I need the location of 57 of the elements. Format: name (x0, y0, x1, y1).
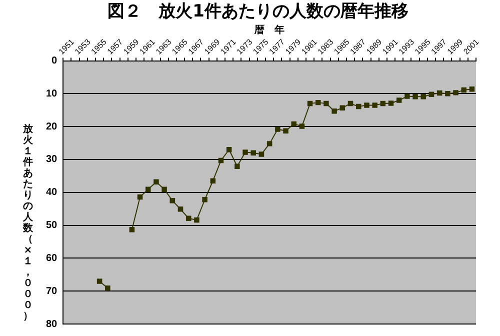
point (404, 94, 410, 99)
point (186, 216, 192, 221)
point (453, 90, 458, 96)
point (291, 121, 296, 127)
y-tick-label: 70 (46, 286, 58, 297)
chart-title: 図２ 放火1件あたりの人数の暦年推移 (108, 2, 408, 22)
point (380, 100, 386, 106)
point (396, 98, 402, 103)
point (242, 150, 248, 155)
point (266, 141, 272, 146)
point (372, 102, 378, 108)
point (469, 86, 475, 92)
y-tick-label: 40 (46, 187, 58, 198)
point (356, 104, 362, 110)
point (250, 150, 256, 156)
point (364, 102, 370, 108)
y-tick-label: 0 (52, 56, 58, 67)
y-tick-label: 80 (46, 318, 58, 330)
point (420, 94, 426, 100)
y-tick-label: 60 (46, 252, 58, 264)
point (428, 92, 434, 97)
point (105, 286, 110, 291)
point (388, 100, 394, 106)
x-axis-title: 暦 年 (254, 24, 285, 36)
y-tick-label: 30 (46, 154, 58, 166)
point (170, 198, 176, 204)
point (275, 126, 280, 132)
point (137, 194, 143, 200)
point (194, 217, 200, 223)
point (461, 87, 466, 93)
point (324, 100, 329, 106)
point (178, 206, 184, 212)
point (234, 164, 240, 170)
point (340, 105, 346, 110)
point (332, 108, 337, 114)
point (154, 179, 159, 184)
point (316, 100, 321, 106)
point (258, 152, 264, 157)
y-tick-label: 10 (46, 88, 58, 100)
point (146, 186, 151, 192)
point (412, 94, 418, 100)
point (202, 197, 208, 202)
point (210, 178, 216, 184)
point (96, 278, 102, 284)
y-tick-label: 20 (46, 121, 58, 132)
point (307, 100, 313, 106)
point (218, 158, 224, 164)
point (299, 124, 305, 129)
point (226, 146, 232, 152)
point (283, 128, 288, 134)
point (129, 226, 135, 232)
y-tick-label: 50 (46, 220, 58, 232)
point (436, 90, 442, 96)
point (348, 100, 354, 106)
text: 放火１件あたりの人数（×１，０００） (23, 124, 33, 322)
point (445, 91, 450, 96)
point (162, 186, 167, 192)
